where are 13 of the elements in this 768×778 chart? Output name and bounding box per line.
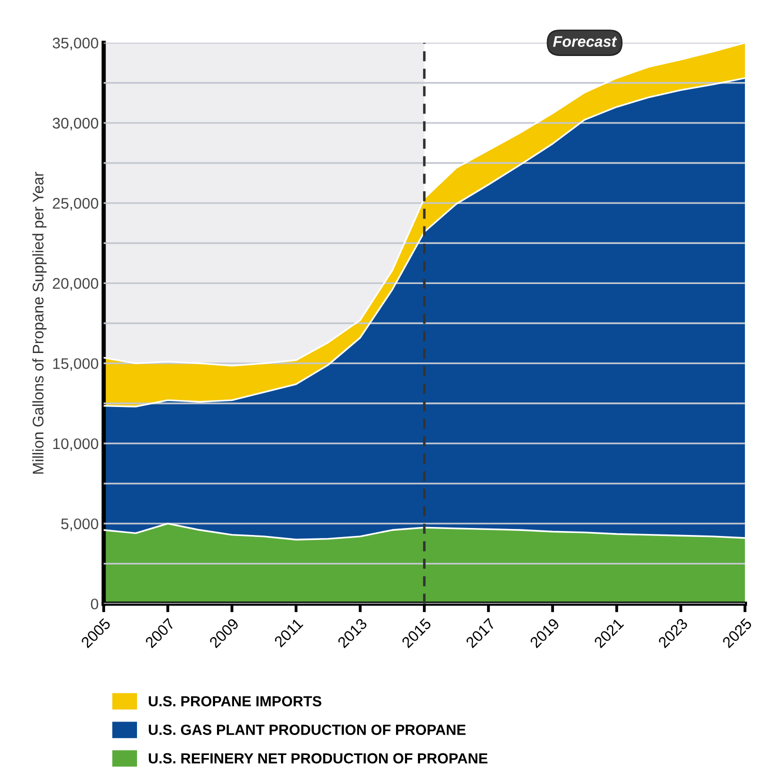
y-tick-label: 15,000 — [53, 358, 98, 371]
y-tick-label: 30,000 — [52, 118, 98, 130]
annotation: Forecast — [553, 36, 618, 47]
y-tick-label: 20,000 — [52, 278, 98, 291]
y-tick-label: 10,000 — [53, 438, 98, 451]
y-tick-label: 35,000 — [52, 38, 98, 50]
legend-label: U.S. REFINERY NET PRODUCTION OF PROPANE — [148, 753, 488, 764]
legend-label: U.S. GAS PLANT PRODUCTION OF PROPANE — [148, 724, 466, 735]
y-tick-label: 25,000 — [52, 198, 98, 211]
y-axis-title: Million Gallons of Propane Supplied per Year — [32, 172, 47, 474]
legend-label: U.S. PROPANE IMPORTS — [148, 696, 322, 706]
y-tick-label: 0 — [90, 598, 98, 610]
y-tick-label: 5,000 — [61, 518, 98, 532]
